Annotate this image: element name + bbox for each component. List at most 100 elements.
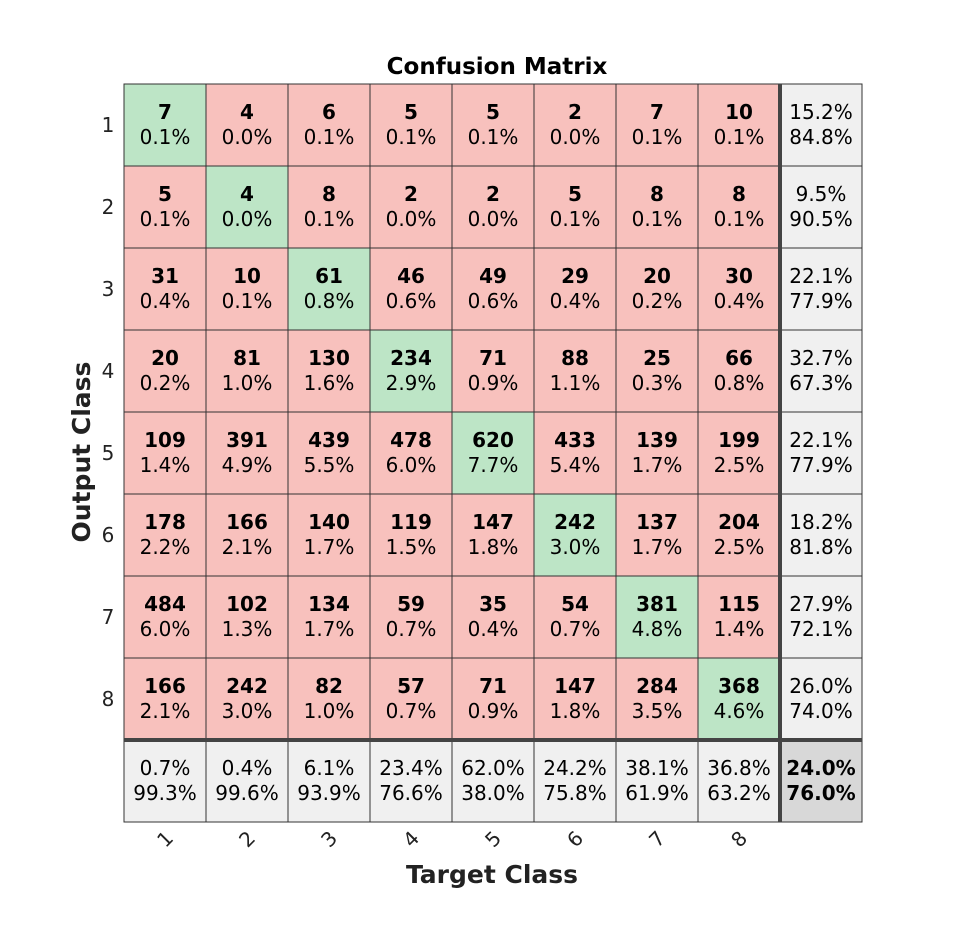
col-summary-cell (615, 739, 699, 823)
cell-count: 10 (233, 264, 261, 288)
cell-percent: 7.7% (468, 453, 519, 477)
cell-count: 25 (643, 346, 671, 370)
cell-percent: 6.0% (386, 453, 437, 477)
offdiagonal-cell (123, 247, 207, 331)
diagonal-cell (287, 247, 371, 331)
row-error: 74.0% (789, 699, 853, 723)
chart-title: Confusion Matrix (387, 54, 608, 80)
offdiagonal-cell (451, 329, 535, 413)
offdiagonal-cell (615, 329, 699, 413)
offdiagonal-cell (287, 411, 371, 495)
cell-percent: 2.5% (714, 453, 765, 477)
cell-percent: 0.1% (714, 207, 765, 231)
row-precision: 18.2% (789, 510, 853, 534)
cell-count: 30 (725, 264, 753, 288)
cell-count: 140 (308, 510, 350, 534)
cell-percent: 0.1% (632, 125, 683, 149)
offdiagonal-cell (615, 493, 699, 577)
cell-percent: 0.4% (468, 617, 519, 641)
row-summary-cell (779, 657, 863, 741)
offdiagonal-cell (369, 247, 453, 331)
overall-error: 76.0% (786, 781, 855, 805)
cell-percent: 0.0% (222, 207, 273, 231)
cell-percent: 4.6% (714, 699, 765, 723)
col-summary-cell (369, 739, 453, 823)
cell-percent: 0.6% (386, 289, 437, 313)
x-tick-label: 3 (316, 826, 342, 852)
row-error: 67.3% (789, 371, 853, 395)
cell-percent: 1.7% (304, 617, 355, 641)
cell-percent: 0.1% (140, 207, 191, 231)
diagonal-cell (369, 329, 453, 413)
cell-count: 178 (144, 510, 186, 534)
col-error: 75.8% (543, 781, 607, 805)
y-tick-label: 3 (102, 277, 115, 301)
offdiagonal-cell (205, 83, 289, 167)
cell-percent: 2.1% (222, 535, 273, 559)
cell-count: 10 (725, 100, 753, 124)
cell-percent: 0.4% (550, 289, 601, 313)
cell-percent: 0.0% (550, 125, 601, 149)
offdiagonal-cell (123, 575, 207, 659)
cell-count: 57 (397, 674, 425, 698)
offdiagonal-cell (451, 493, 535, 577)
cell-percent: 0.8% (714, 371, 765, 395)
cell-count: 29 (561, 264, 589, 288)
y-tick-label: 2 (102, 195, 115, 219)
cell-percent: 0.4% (140, 289, 191, 313)
col-error: 63.2% (707, 781, 771, 805)
col-error: 76.6% (379, 781, 443, 805)
cell-percent: 1.8% (468, 535, 519, 559)
col-summary-cell (205, 739, 289, 823)
cell-percent: 4.8% (632, 617, 683, 641)
cell-percent: 0.1% (550, 207, 601, 231)
y-tick-label: 1 (102, 113, 115, 137)
offdiagonal-cell (205, 247, 289, 331)
cell-percent: 1.8% (550, 699, 601, 723)
cell-percent: 0.7% (386, 617, 437, 641)
col-recall: 24.2% (543, 756, 607, 780)
cell-percent: 1.0% (222, 371, 273, 395)
col-recall: 0.7% (140, 756, 191, 780)
cell-count: 20 (151, 346, 179, 370)
row-error: 77.9% (789, 453, 853, 477)
cell-percent: 0.3% (632, 371, 683, 395)
cell-percent: 1.4% (140, 453, 191, 477)
cell-percent: 0.9% (468, 371, 519, 395)
col-error: 93.9% (297, 781, 361, 805)
cell-percent: 0.7% (386, 699, 437, 723)
cell-percent: 0.0% (386, 207, 437, 231)
cell-count: 368 (718, 674, 760, 698)
cell-percent: 2.1% (140, 699, 191, 723)
cell-count: 391 (226, 428, 268, 452)
y-tick-label: 6 (102, 523, 115, 547)
col-error: 99.3% (133, 781, 197, 805)
x-tick-label: 2 (234, 826, 260, 852)
cell-count: 166 (226, 510, 268, 534)
offdiagonal-cell (615, 411, 699, 495)
row-precision: 22.1% (789, 428, 853, 452)
offdiagonal-cell (451, 575, 535, 659)
offdiagonal-cell (533, 575, 617, 659)
cell-count: 381 (636, 592, 678, 616)
x-axis-label: Target Class (406, 860, 578, 889)
cell-percent: 1.7% (632, 535, 683, 559)
row-summary-cell (779, 247, 863, 331)
col-summary-cell (123, 739, 207, 823)
x-tick-label: 8 (726, 826, 752, 852)
cell-count: 7 (158, 100, 172, 124)
cell-count: 59 (397, 592, 425, 616)
cell-count: 61 (315, 264, 343, 288)
cell-count: 5 (404, 100, 418, 124)
cell-count: 6 (322, 100, 336, 124)
cell-count: 81 (233, 346, 261, 370)
cell-count: 7 (650, 100, 664, 124)
diagonal-cell (533, 493, 617, 577)
y-tick-label: 8 (102, 687, 115, 711)
cell-count: 8 (650, 182, 664, 206)
cell-percent: 0.1% (304, 125, 355, 149)
cell-count: 137 (636, 510, 678, 534)
col-summary-cell (451, 739, 535, 823)
cell-count: 620 (472, 428, 514, 452)
